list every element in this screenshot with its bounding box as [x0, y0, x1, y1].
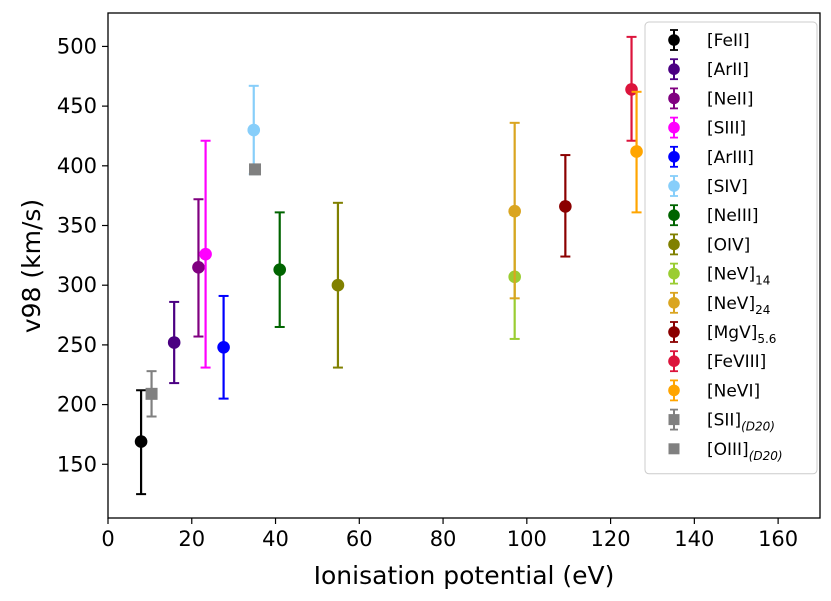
legend-entry-4: [ArIII]	[668, 145, 754, 168]
legend-marker-circle	[668, 121, 680, 134]
y-axis-label: v98 (km/s)	[17, 199, 46, 333]
marker-circle	[217, 340, 230, 354]
legend-label: [NeV]14	[707, 265, 770, 288]
legend-entry-8: [NeV]14	[668, 262, 770, 288]
y-tick-label: 400	[57, 154, 97, 178]
legend-label: [NeV]24	[707, 294, 770, 317]
x-tick-label: 100	[507, 527, 547, 551]
legend-marker-circle	[668, 267, 680, 280]
y-tick-label: 450	[57, 94, 97, 118]
marker-circle	[630, 145, 643, 158]
data-point-12	[630, 90, 643, 214]
data-point-2	[192, 198, 205, 338]
data-point-6	[273, 211, 287, 328]
x-tick-label: 40	[262, 527, 289, 551]
x-tick-label: 20	[178, 527, 205, 551]
marker-circle	[331, 278, 345, 292]
plot-frame	[107, 12, 821, 519]
legend-label: [FeII]	[707, 31, 750, 51]
legend-label: [OIV]	[707, 235, 750, 255]
marker-square	[249, 163, 262, 176]
legend-marker-circle	[668, 238, 680, 251]
data-points	[134, 35, 643, 496]
marker-square	[145, 387, 158, 400]
legend-entry-9: [NeV]24	[668, 291, 770, 317]
legend-marker-circle	[668, 34, 680, 46]
legend-label: [NeVI]	[707, 381, 760, 401]
legend-marker-circle	[668, 297, 680, 309]
data-point-9	[508, 121, 521, 300]
legend-marker-circle	[668, 92, 680, 105]
legend-marker-circle	[668, 63, 680, 75]
legend-label: [SIII]	[707, 119, 746, 139]
legend-label: [ArII]	[707, 60, 749, 80]
data-point-0	[134, 389, 148, 496]
axis-ticks: 0 20 40 60 80 100 120 140 160 150 200 250 300 350 400 4…	[57, 34, 798, 551]
data-point-5	[247, 84, 261, 176]
marker-circle	[508, 204, 521, 218]
x-tick-label: 160	[758, 527, 798, 551]
data-point-4	[217, 294, 230, 400]
y-tick-label: 300	[57, 273, 97, 297]
legend-marker-square	[668, 414, 680, 426]
legend-entry-3: [SIII]	[668, 116, 746, 139]
marker-circle	[559, 200, 572, 213]
legend-marker-circle	[668, 326, 680, 338]
x-tick-label: 60	[346, 527, 373, 551]
x-axis-label: Ionisation potential (eV)	[314, 561, 615, 590]
y-tick-label: 150	[57, 452, 97, 476]
data-point-10	[559, 154, 572, 258]
data-point-7	[331, 201, 345, 369]
data-point-3	[199, 139, 212, 369]
x-tick-label: 140	[674, 527, 714, 551]
legend-entry-1: [ArII]	[668, 58, 749, 80]
legend-entry-7: [OIV]	[668, 233, 750, 255]
legend-box	[644, 21, 818, 475]
marker-circle	[167, 336, 181, 349]
legend-marker-circle	[668, 355, 680, 368]
x-tick-label: 0	[101, 527, 114, 551]
y-tick-label: 200	[57, 393, 97, 417]
legend-label: [ArIII]	[707, 148, 754, 168]
legend-marker-circle	[668, 384, 680, 397]
data-point-14	[249, 163, 262, 176]
legend-entry-0: [FeII]	[668, 29, 750, 51]
data-point-1	[167, 300, 181, 385]
legend-entry-6: [NeIII]	[668, 204, 758, 226]
x-tick-label: 80	[430, 527, 457, 551]
legend-marker-circle	[668, 180, 680, 192]
y-tick-label: 350	[57, 214, 97, 238]
legend-entry-12: [NeVI]	[668, 379, 760, 401]
marker-circle	[273, 263, 287, 276]
legend-label: [SIV]	[707, 177, 748, 197]
y-tick-label: 500	[57, 34, 97, 58]
legend-label: [NeIII]	[707, 206, 758, 226]
marker-circle	[192, 260, 205, 274]
marker-circle	[134, 435, 148, 448]
legend-label: [NeII]	[707, 89, 753, 109]
legend: [FeII] [ArII] [NeII] [SIII] [ArIII] [SIV] [NeI…	[644, 21, 818, 475]
marker-circle	[199, 247, 212, 261]
marker-circle	[247, 123, 261, 137]
legend-entry-2: [NeII]	[668, 87, 753, 109]
data-point-13	[145, 370, 158, 418]
legend-entry-5: [SIV]	[668, 175, 748, 197]
legend-label: [FeVIII]	[707, 352, 766, 372]
legend-marker-circle	[668, 209, 680, 221]
x-tick-label: 120	[591, 527, 631, 551]
legend-marker-square	[668, 443, 680, 455]
y-tick-label: 250	[57, 333, 97, 357]
legend-entry-11: [FeVIII]	[668, 350, 766, 372]
legend-marker-circle	[668, 151, 680, 163]
